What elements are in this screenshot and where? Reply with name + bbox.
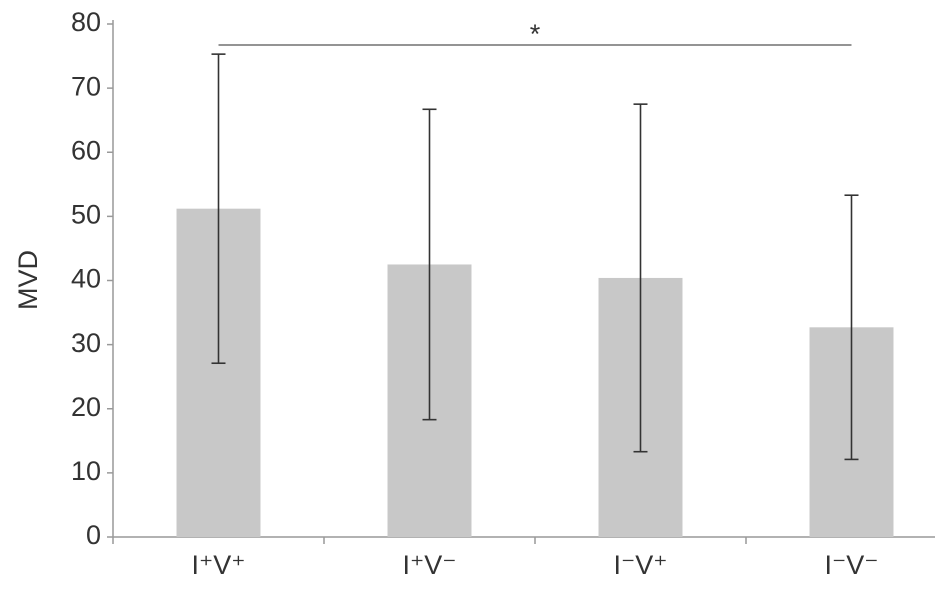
y-tick-label: 0 <box>86 520 101 550</box>
y-tick-label: 50 <box>71 200 101 230</box>
x-tick-label: I⁺V⁺ <box>191 550 245 580</box>
y-tick-label: 10 <box>71 456 101 486</box>
y-tick-label: 20 <box>71 392 101 422</box>
x-tick-label: I⁻V⁺ <box>613 550 667 580</box>
x-tick-label: I⁺V⁻ <box>402 550 456 580</box>
error-bar <box>844 194 859 461</box>
significance-label: * <box>530 19 541 49</box>
y-tick-label: 30 <box>71 328 101 358</box>
y-axis-label: MVD <box>13 250 43 310</box>
error-bar <box>211 53 226 365</box>
error-bar <box>422 108 437 421</box>
y-tick-label: 70 <box>71 71 101 101</box>
y-tick-label: 80 <box>71 7 101 37</box>
y-tick-label: 40 <box>71 264 101 294</box>
x-tick-label: I⁻V⁻ <box>824 550 878 580</box>
error-bar <box>633 103 648 453</box>
y-tick-label: 60 <box>71 135 101 165</box>
